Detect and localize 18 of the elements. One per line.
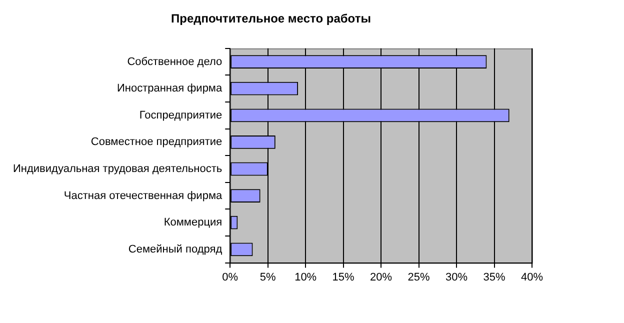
- y-tick-label: Иностранная фирма: [116, 82, 223, 95]
- x-tick-label: 15%: [332, 271, 355, 284]
- x-tick-label: 25%: [408, 271, 430, 284]
- y-tick-label: Индивидуальная трудовая деятельность: [13, 163, 222, 176]
- x-tick-label: 40%: [520, 271, 544, 284]
- x-tick-label: 0%: [222, 271, 238, 284]
- x-tick-label: 10%: [294, 271, 317, 284]
- x-tick-label: 5%: [260, 271, 276, 284]
- y-tick-label: Госпредприятие: [139, 109, 222, 122]
- y-tick-label: Семейный подряд: [128, 243, 223, 256]
- chart-title: Предпочтительное место работы: [171, 12, 371, 26]
- y-tick-label: Совместное предприятие: [90, 136, 222, 148]
- x-tick-label: 35%: [483, 271, 506, 284]
- y-tick-label: Частная отечественная фирма: [64, 190, 224, 202]
- y-tick-label: Коммерция: [164, 216, 222, 229]
- x-tick-label: 30%: [446, 271, 468, 284]
- y-tick-label: Собственное дело: [127, 56, 222, 68]
- x-tick-label: 20%: [370, 271, 392, 284]
